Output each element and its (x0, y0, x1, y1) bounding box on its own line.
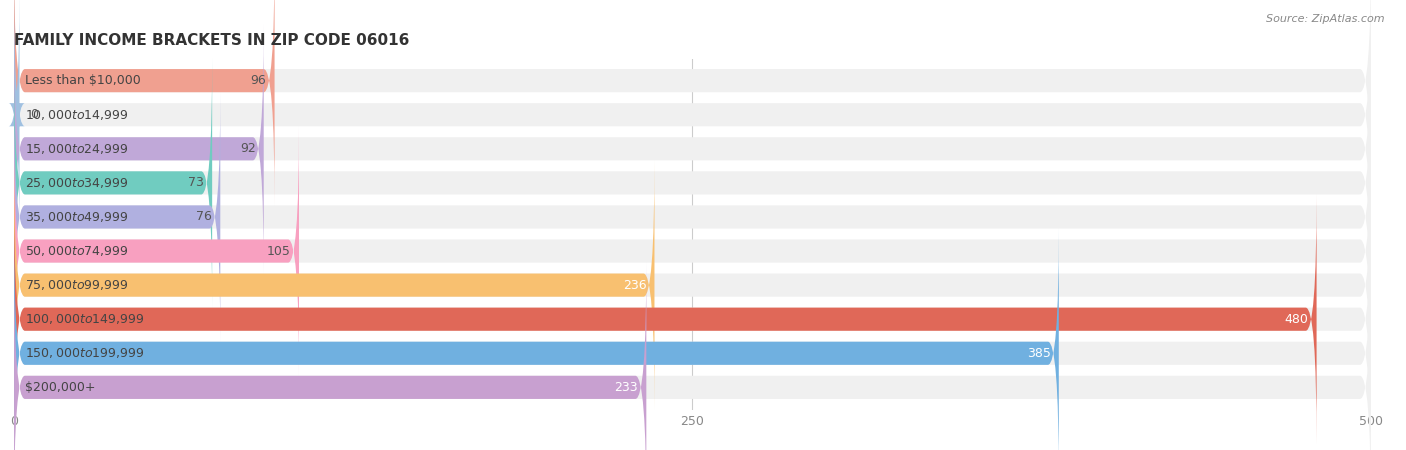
Text: $10,000 to $14,999: $10,000 to $14,999 (25, 108, 128, 122)
FancyBboxPatch shape (8, 0, 25, 239)
Text: 92: 92 (240, 142, 256, 155)
FancyBboxPatch shape (14, 160, 1371, 410)
Text: $35,000 to $49,999: $35,000 to $49,999 (25, 210, 128, 224)
Text: Less than $10,000: Less than $10,000 (25, 74, 141, 87)
FancyBboxPatch shape (14, 229, 1059, 450)
FancyBboxPatch shape (14, 263, 647, 450)
Text: $50,000 to $74,999: $50,000 to $74,999 (25, 244, 128, 258)
FancyBboxPatch shape (14, 0, 1371, 239)
Text: $15,000 to $24,999: $15,000 to $24,999 (25, 142, 128, 156)
FancyBboxPatch shape (14, 263, 1371, 450)
Text: Source: ZipAtlas.com: Source: ZipAtlas.com (1267, 14, 1385, 23)
Text: 96: 96 (250, 74, 266, 87)
Text: 480: 480 (1285, 313, 1309, 326)
FancyBboxPatch shape (14, 160, 654, 410)
Text: 233: 233 (614, 381, 638, 394)
Text: $75,000 to $99,999: $75,000 to $99,999 (25, 278, 128, 292)
Text: $100,000 to $149,999: $100,000 to $149,999 (25, 312, 145, 326)
Text: FAMILY INCOME BRACKETS IN ZIP CODE 06016: FAMILY INCOME BRACKETS IN ZIP CODE 06016 (14, 32, 409, 48)
Text: $150,000 to $199,999: $150,000 to $199,999 (25, 346, 145, 360)
FancyBboxPatch shape (14, 229, 1371, 450)
FancyBboxPatch shape (14, 58, 1371, 308)
Text: $25,000 to $34,999: $25,000 to $34,999 (25, 176, 128, 190)
Text: 385: 385 (1026, 347, 1050, 360)
FancyBboxPatch shape (14, 0, 274, 205)
Text: 73: 73 (188, 176, 204, 189)
FancyBboxPatch shape (14, 194, 1371, 444)
Text: 236: 236 (623, 279, 647, 292)
Text: $200,000+: $200,000+ (25, 381, 96, 394)
FancyBboxPatch shape (14, 24, 1371, 274)
Text: 105: 105 (267, 244, 291, 257)
FancyBboxPatch shape (14, 92, 1371, 342)
FancyBboxPatch shape (14, 58, 212, 308)
Text: 76: 76 (197, 211, 212, 224)
FancyBboxPatch shape (14, 126, 1371, 376)
FancyBboxPatch shape (14, 194, 1316, 444)
FancyBboxPatch shape (14, 92, 221, 342)
FancyBboxPatch shape (14, 0, 1371, 205)
FancyBboxPatch shape (14, 24, 264, 274)
FancyBboxPatch shape (14, 126, 299, 376)
Text: 0: 0 (31, 108, 38, 121)
